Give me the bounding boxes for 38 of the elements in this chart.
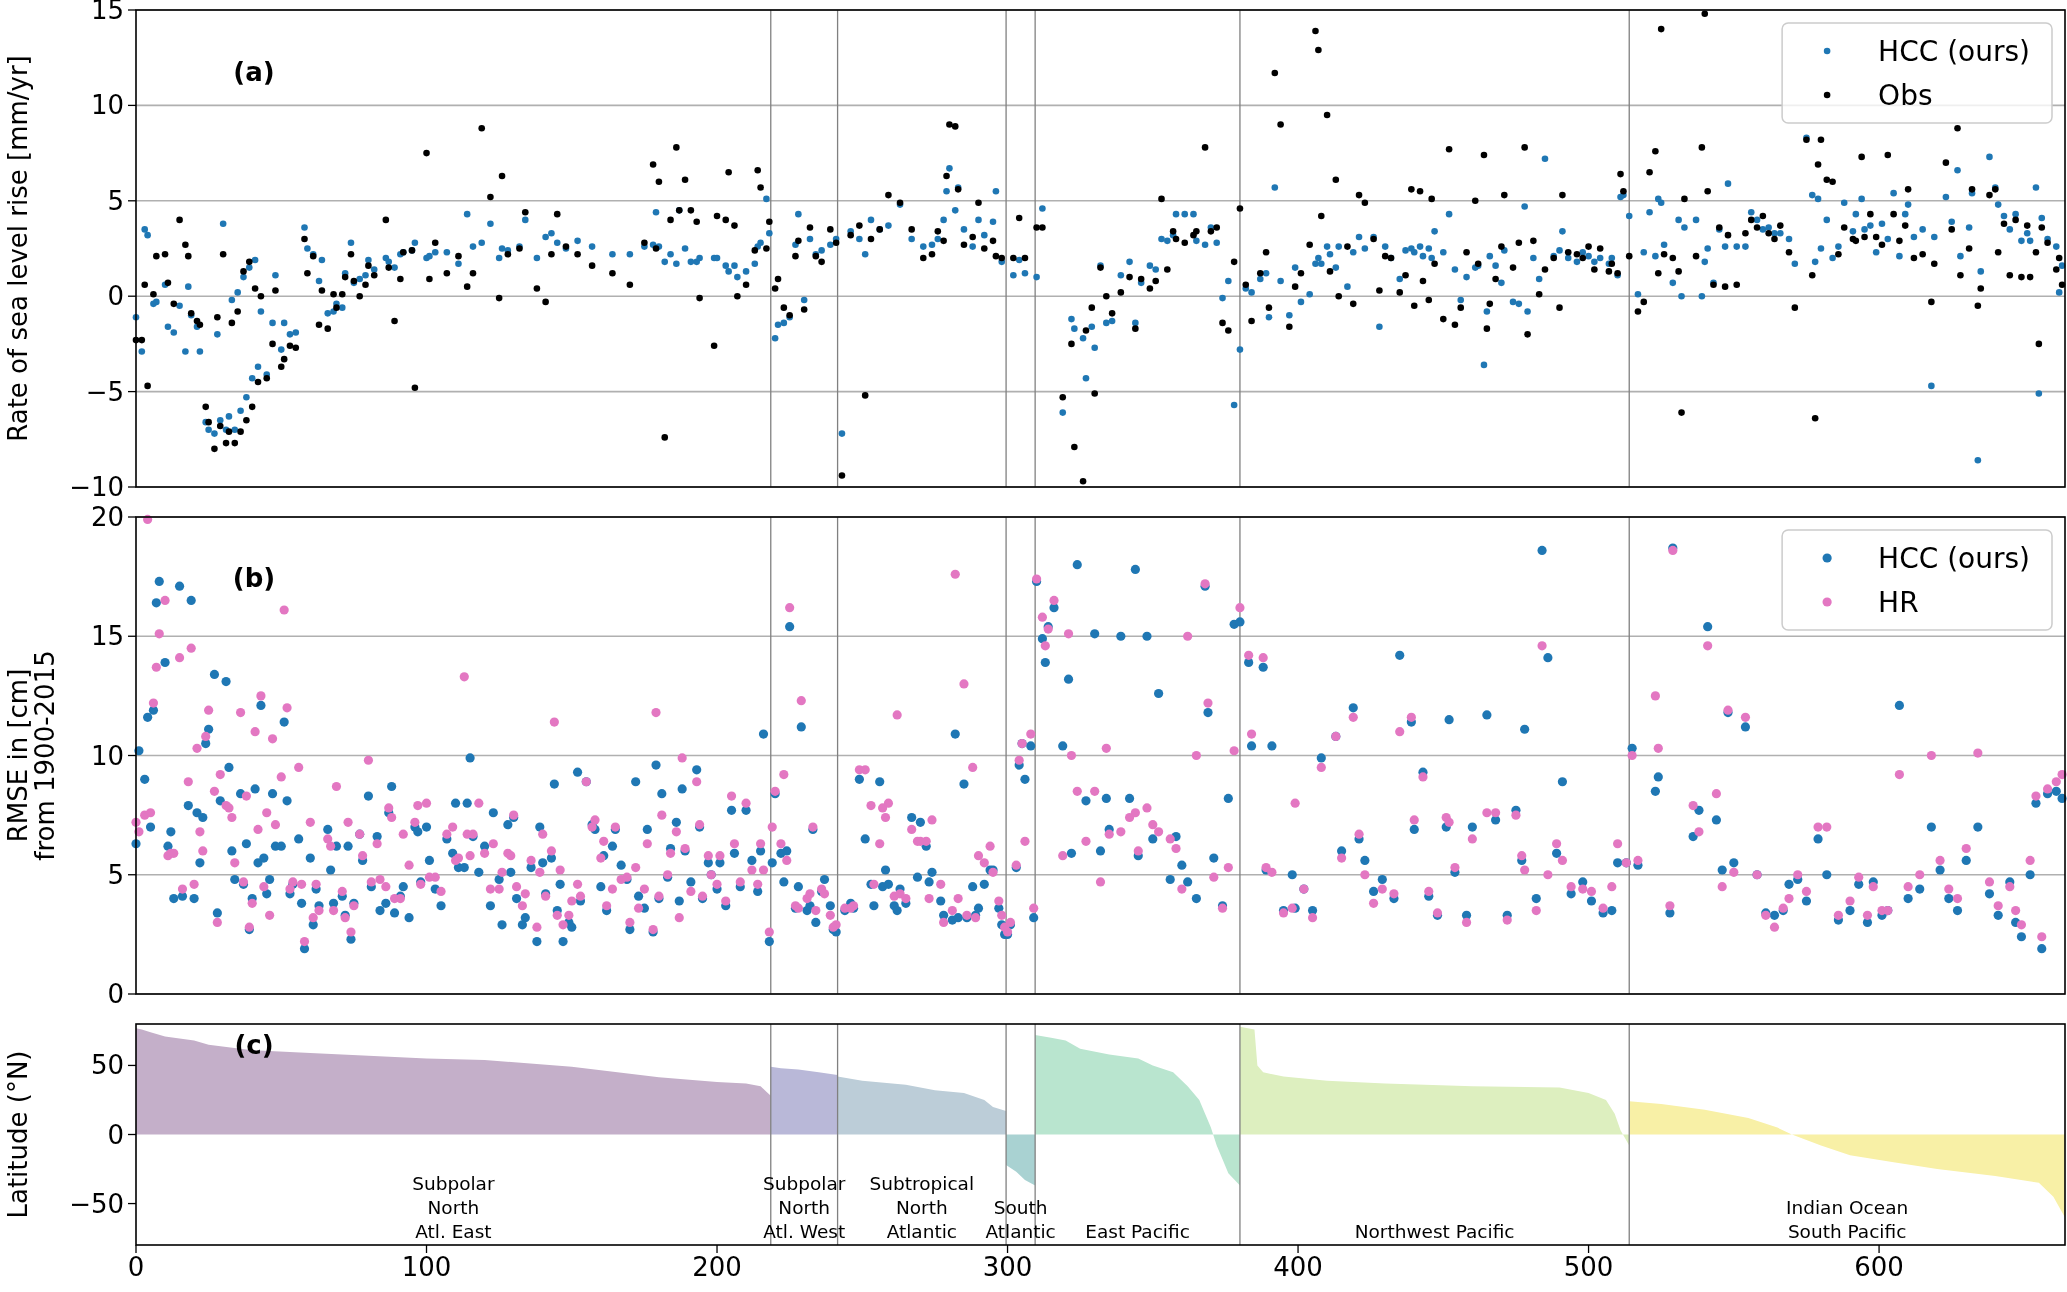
legend-label: HCC (ours) xyxy=(1878,34,2031,68)
y-tick-label: 5 xyxy=(107,185,124,216)
y-tick-label: 20 xyxy=(90,502,124,532)
annotation: Subtropical North Atlantic xyxy=(869,1173,975,1242)
annotation: Subpolar North Atl. East xyxy=(412,1173,495,1242)
y-axis-title: Rate of sea level rise [mm/yr] xyxy=(3,55,34,442)
x-tick-label: 100 xyxy=(401,1252,452,1283)
y-tick-label: 0 xyxy=(107,979,124,1009)
y-tick-label: 0 xyxy=(107,281,124,312)
y-axis-title: Latitude (°N) xyxy=(3,1050,34,1219)
y-tick-label: 15 xyxy=(90,621,124,652)
y-tick-label: 15 xyxy=(90,0,124,25)
annotation: Subpolar North Atl. West xyxy=(763,1173,846,1242)
y-tick-label: −5 xyxy=(85,376,124,407)
legend-label: HR xyxy=(1878,585,1919,619)
legend-label: HCC (ours) xyxy=(1878,541,2031,575)
legend-label: Obs xyxy=(1878,78,1933,112)
x-tick-label: 600 xyxy=(1854,1252,1904,1283)
y-axis-title: RMSE in [cm] from 1900-2015 xyxy=(3,650,61,861)
x-tick-label: 0 xyxy=(127,1252,145,1283)
annotation: (c) xyxy=(234,1030,274,1060)
y-tick-label: 10 xyxy=(90,740,124,771)
annotation: (a) xyxy=(233,57,275,87)
annotation: East Pacific xyxy=(1085,1221,1190,1242)
annotation: Northwest Pacific xyxy=(1354,1221,1515,1242)
y-tick-label: −10 xyxy=(69,472,124,502)
x-tick-label: 300 xyxy=(982,1252,1033,1283)
y-tick-label: 10 xyxy=(90,90,124,121)
y-tick-label: 0 xyxy=(107,1119,124,1150)
x-tick-label: 200 xyxy=(692,1252,742,1283)
y-tick-label: 50 xyxy=(90,1050,124,1081)
annotation: South Atlantic xyxy=(985,1197,1056,1242)
annotation: Indian Ocean South Pacific xyxy=(1786,1197,1909,1242)
y-tick-label: 5 xyxy=(107,859,124,890)
x-tick-label: 400 xyxy=(1273,1252,1323,1283)
y-tick-label: −50 xyxy=(69,1188,124,1219)
annotation: (b) xyxy=(232,563,276,593)
x-tick-label: 500 xyxy=(1563,1252,1614,1283)
